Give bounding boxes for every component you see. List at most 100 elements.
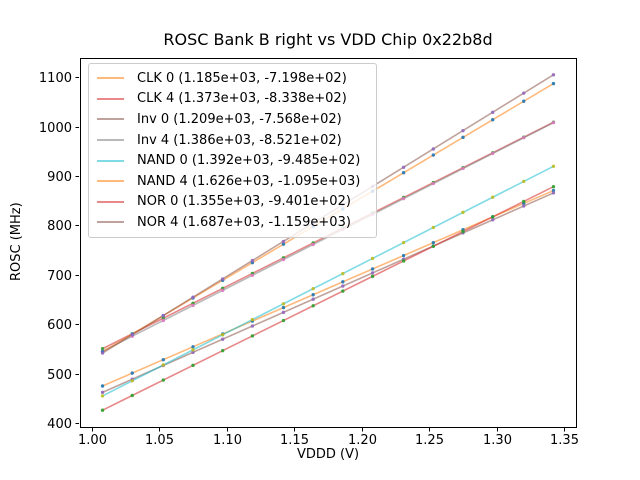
- scatter-point-nand-0: [250, 317, 255, 322]
- scatter-point-inv-4: [161, 318, 165, 323]
- scatter-point-nand-0: [551, 164, 556, 168]
- scatter-point-nor-0: [341, 289, 345, 293]
- scatter-point-nor-0: [220, 348, 225, 353]
- chart-title: ROSC Bank B right vs VDD Chip 0x22b8d: [163, 30, 493, 49]
- scatter-point-nand-4: [491, 118, 495, 122]
- y-tick-label: 800: [47, 219, 72, 234]
- scatter-point-inv-4: [551, 120, 556, 125]
- x-tick-label: 1.00: [78, 433, 107, 448]
- y-tick-label: 500: [47, 368, 72, 383]
- scatter-point-inv-4: [191, 303, 195, 308]
- scatter-point-nand-0: [100, 394, 105, 398]
- scatter-point-nand-0: [401, 240, 406, 245]
- scatter-point-nand-0: [311, 286, 315, 291]
- scatter-point-nor-0: [431, 244, 436, 248]
- legend-label: NAND 0 (1.392e+03, -9.485e+02): [137, 153, 361, 169]
- legend-item-nand-4: NAND 4 (1.626e+03, -1.095e+03): [97, 171, 367, 192]
- scatter-point-nor-0: [100, 408, 105, 412]
- scatter-point-inv-4: [250, 273, 255, 277]
- scatter-point-nor-0: [461, 229, 465, 234]
- legend-line-swatch: [97, 77, 124, 80]
- scatter-point-inv-4: [220, 288, 225, 293]
- legend-item-nor-0: NOR 0 (1.355e+03, -9.401e+02): [97, 192, 367, 213]
- scatter-point-nand-0: [522, 179, 526, 184]
- scatter-point-nand-0: [281, 302, 286, 306]
- scatter-point-inv-4: [281, 257, 286, 262]
- scatter-point-clk-0: [401, 253, 406, 258]
- scatter-point-inv-0: [311, 297, 315, 301]
- series-line-nand-0: [101, 165, 555, 397]
- legend-line-swatch: [97, 118, 124, 121]
- scatter-point-nand-4: [431, 153, 436, 157]
- scatter-point-nor-4: [250, 258, 255, 263]
- scatter-point-nor-4: [491, 110, 495, 115]
- scatter-point-nor-4: [551, 73, 556, 77]
- scatter-point-clk-0: [130, 371, 134, 375]
- legend-line-swatch: [97, 221, 124, 224]
- legend-line-swatch: [97, 97, 124, 100]
- scatter-point-nand-0: [370, 256, 375, 261]
- scatter-point-nand-4: [401, 171, 406, 175]
- scatter-point-inv-0: [491, 218, 495, 222]
- scatter-point-inv-0: [281, 310, 286, 315]
- scatter-point-nor-0: [130, 393, 134, 398]
- series-line-nor-0: [101, 185, 555, 411]
- legend-item-inv-4: Inv 4 (1.386e+03, -8.521e+02): [97, 130, 367, 151]
- x-tick-label: 1.20: [348, 433, 377, 448]
- legend-item-clk-0: CLK 0 (1.185e+03, -7.198e+02): [97, 68, 367, 89]
- scatter-point-nand-0: [341, 271, 345, 276]
- scatter-point-nor-0: [551, 184, 556, 189]
- scatter-point-nor-4: [220, 277, 225, 281]
- scatter-point-inv-4: [461, 166, 465, 171]
- legend-label: CLK 0 (1.185e+03, -7.198e+02): [137, 70, 347, 86]
- scatter-point-nor-0: [491, 215, 495, 219]
- x-tick-label: 1.30: [483, 433, 512, 448]
- scatter-point-nand-4: [522, 99, 526, 103]
- scatter-point-clk-0: [431, 240, 436, 245]
- scatter-point-inv-0: [370, 271, 375, 275]
- scatter-point-inv-0: [220, 337, 225, 341]
- scatter-point-clk-0: [161, 357, 165, 362]
- scatter-point-nor-0: [250, 334, 255, 338]
- x-tick-label: 1.25: [415, 433, 444, 448]
- legend-label: Inv 0 (1.209e+03, -7.568e+02): [137, 111, 342, 127]
- legend-item-nand-0: NAND 0 (1.392e+03, -9.485e+02): [97, 150, 367, 171]
- legend-label: CLK 4 (1.373e+03, -8.338e+02): [137, 91, 347, 107]
- scatter-point-inv-0: [341, 284, 345, 288]
- scatter-point-nor-4: [161, 313, 165, 318]
- scatter-point-nor-0: [401, 259, 406, 263]
- y-axis-label: ROSC (MHz): [9, 202, 24, 282]
- scatter-point-nor-4: [431, 147, 436, 151]
- scatter-point-nand-0: [491, 195, 495, 199]
- scatter-point-nor-0: [161, 378, 165, 382]
- scatter-point-clk-0: [311, 293, 315, 297]
- legend-label: NOR 0 (1.355e+03, -9.401e+02): [137, 194, 351, 210]
- x-tick-label: 1.10: [213, 433, 242, 448]
- scatter-point-clk-0: [281, 305, 286, 310]
- scatter-point-nor-0: [370, 274, 375, 279]
- legend-label: NAND 4 (1.626e+03, -1.095e+03): [137, 173, 361, 189]
- x-tick-label: 1.15: [280, 433, 309, 448]
- legend-line-swatch: [97, 180, 124, 183]
- y-tick-label: 1000: [39, 121, 72, 136]
- scatter-point-inv-4: [431, 181, 436, 186]
- x-axis-label: VDDD (V): [296, 447, 360, 462]
- axes-spines: [80, 58, 577, 428]
- x-tick-label: 1.05: [145, 433, 174, 448]
- y-tick-label: 900: [47, 170, 72, 185]
- scatter-point-nand-0: [130, 379, 134, 383]
- scatter-point-nor-4: [522, 91, 526, 95]
- legend-label: NOR 4 (1.687e+03, -1.159e+03): [137, 214, 351, 230]
- scatter-point-nand-0: [431, 225, 436, 230]
- legend-line-swatch: [97, 200, 124, 203]
- y-tick-label: 700: [47, 269, 72, 284]
- scatter-point-clk-0: [100, 384, 105, 388]
- scatter-point-nand-0: [191, 348, 195, 352]
- scatter-point-nor-4: [401, 165, 406, 169]
- scatter-point-inv-0: [191, 350, 195, 355]
- y-tick-label: 600: [47, 318, 72, 333]
- scatter-point-nor-4: [281, 239, 286, 244]
- scatter-point-nor-4: [100, 351, 105, 355]
- scatter-point-inv-4: [311, 242, 315, 247]
- scatter-point-inv-0: [551, 191, 556, 195]
